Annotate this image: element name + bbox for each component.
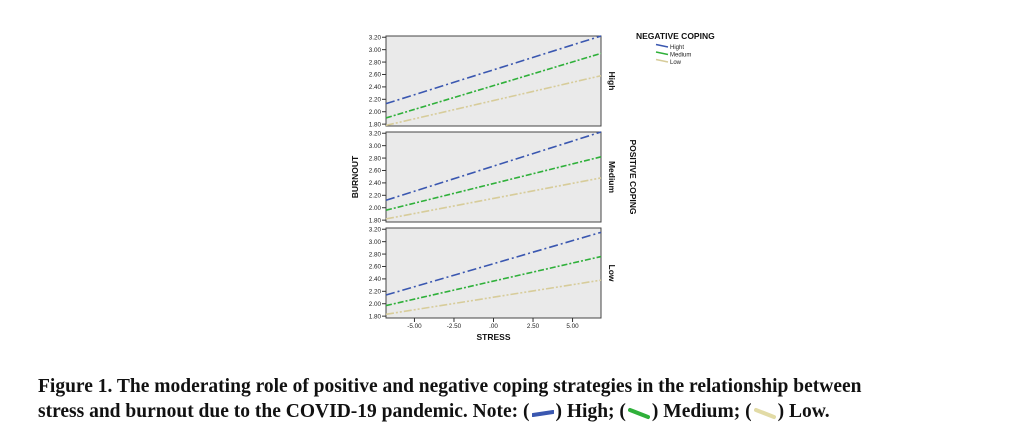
y-tick-label: 2.40 — [369, 276, 382, 283]
figure-caption: Figure 1. The moderating role of positiv… — [38, 374, 1008, 424]
x-axis-title: STRESS — [476, 332, 510, 342]
x-tick-label: -5.00 — [407, 323, 422, 330]
panel-label: Medium — [607, 161, 617, 194]
y-tick-label: 1.80 — [369, 313, 382, 320]
series-line-low-panel-medium — [385, 177, 602, 220]
legend-line-hight — [655, 43, 669, 48]
y-tick-label: 2.80 — [369, 155, 382, 162]
y-tick-label: 3.20 — [369, 130, 382, 137]
caption-medium: ) Medium; ( — [651, 401, 752, 422]
y-tick-label: 3.00 — [369, 143, 382, 150]
legend-line-medium — [655, 51, 669, 56]
y-tick-label: 3.00 — [369, 47, 382, 54]
y-tick-label: 2.60 — [369, 72, 382, 79]
y-tick-label: 1.80 — [369, 217, 382, 224]
y-tick-label: 2.00 — [369, 205, 382, 212]
panel-high-frame — [385, 35, 602, 127]
panel-label: High — [607, 72, 617, 91]
y-tick-label: 2.00 — [369, 301, 382, 308]
low-swatch-icon — [753, 407, 776, 419]
x-tick-label: 5.00 — [566, 323, 579, 330]
x-tick-label: 2.50 — [527, 323, 540, 330]
y-tick-label: 1.80 — [369, 121, 382, 128]
caption-low: ) Low. — [777, 401, 830, 422]
y-tick-label: 2.40 — [369, 180, 382, 187]
y-tick-label: 2.80 — [369, 59, 382, 66]
caption-high: ) High; ( — [555, 401, 626, 422]
y-tick-label: 2.60 — [369, 264, 382, 271]
facet-axis-title: POSITIVE COPING — [628, 139, 638, 214]
series-line-low-panel-low — [385, 279, 602, 316]
legend-line-low — [655, 58, 669, 63]
legend-label-low: Low — [670, 60, 682, 66]
legend-label-medium: Medium — [670, 53, 691, 59]
series-line-medium-panel-high — [385, 52, 602, 119]
y-tick-label: 2.20 — [369, 193, 382, 200]
x-tick-label: .00 — [489, 323, 498, 330]
y-tick-label: 2.20 — [369, 289, 382, 296]
y-tick-label: 3.00 — [369, 239, 382, 246]
series-line-low-panel-high — [385, 74, 602, 127]
medium-swatch-icon — [627, 407, 650, 419]
y-tick-label: 2.40 — [369, 84, 382, 91]
y-tick-label: 2.20 — [369, 97, 382, 104]
series-line-medium-panel-low — [385, 255, 602, 307]
legend-title: NEGATIVE COPING — [636, 31, 715, 41]
series-line-hight-panel-low — [385, 231, 602, 296]
x-tick-label: -2.50 — [447, 323, 462, 330]
panel-medium-frame — [385, 131, 602, 223]
caption-prefix: stress and burnout due to the COVID-19 p… — [38, 401, 530, 422]
series-line-hight-panel-high — [385, 35, 602, 105]
panel-low-frame — [385, 227, 602, 319]
y-tick-label: 3.20 — [369, 226, 382, 233]
panel-label: Low — [607, 265, 617, 282]
y-tick-label: 2.80 — [369, 251, 382, 258]
y-axis-title: BURNOUT — [350, 155, 360, 198]
y-tick-label: 2.00 — [369, 109, 382, 116]
series-line-hight-panel-medium — [385, 131, 602, 202]
y-tick-label: 3.20 — [369, 34, 382, 41]
caption-line-2: stress and burnout due to the COVID-19 p… — [38, 399, 1008, 424]
caption-line-1: Figure 1. The moderating role of positiv… — [38, 376, 862, 397]
series-line-medium-panel-medium — [385, 156, 602, 211]
y-tick-label: 2.60 — [369, 168, 382, 175]
legend-label-hight: Hight — [670, 45, 684, 51]
high-swatch-icon — [531, 409, 554, 417]
